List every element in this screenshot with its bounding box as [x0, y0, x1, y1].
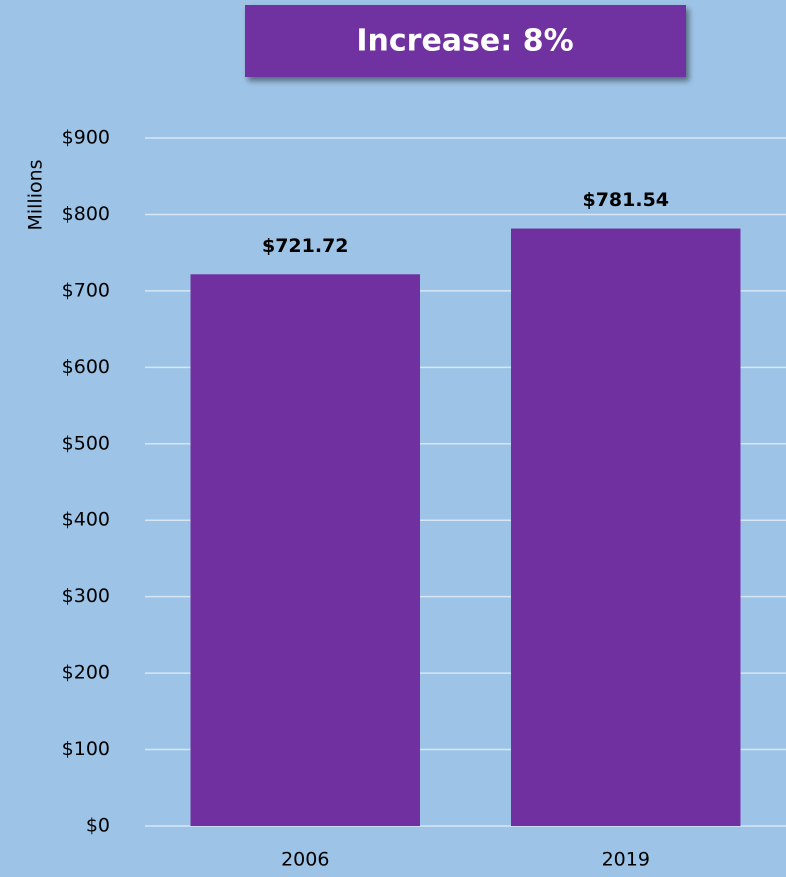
y-tick-label: $100: [62, 738, 110, 760]
y-tick-label: $200: [62, 662, 110, 684]
data-label: $781.54: [582, 189, 669, 211]
y-axis-title: Millions: [25, 159, 47, 230]
y-tick-label: $300: [62, 585, 110, 607]
y-tick-label: $400: [62, 509, 110, 531]
annotation-box: [245, 5, 686, 77]
y-tick-label: $900: [62, 127, 110, 149]
data-label: $721.72: [262, 235, 349, 257]
y-tick-label: $0: [86, 815, 110, 837]
x-tick-label: 2019: [602, 849, 650, 871]
annotation: Increase: 8%: [356, 24, 573, 59]
x-tick-label: 2006: [281, 849, 329, 871]
y-tick-label: $600: [62, 356, 110, 378]
y-tick-label: $800: [62, 203, 110, 225]
y-tick-label: $500: [62, 432, 110, 454]
bar: [190, 274, 420, 826]
y-tick-label: $700: [62, 279, 110, 301]
bar: [511, 228, 741, 826]
